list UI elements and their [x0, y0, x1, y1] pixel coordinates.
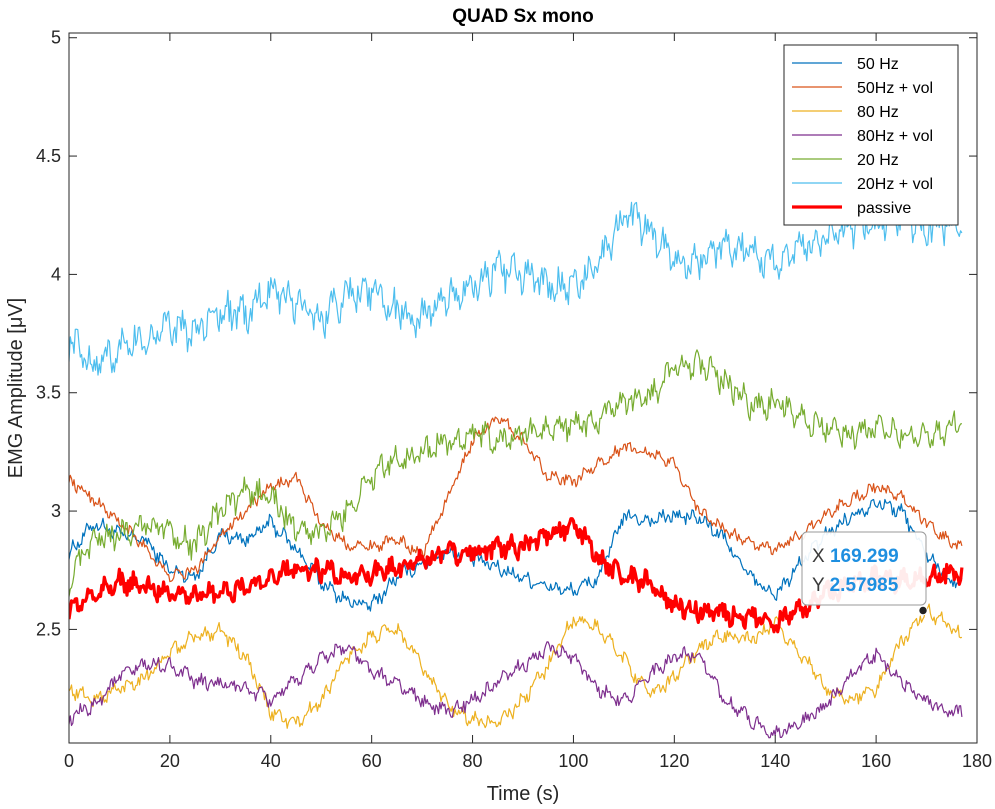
y-axis-label: EMG Amplitude [μV] [5, 298, 27, 478]
legend-entry: 20Hz + vol [857, 176, 933, 193]
datatip-row: Y 2.57985 [812, 575, 899, 596]
x-tick-label: 140 [760, 751, 790, 771]
y-tick-label: 3 [51, 501, 61, 521]
x-tick-label: 120 [659, 751, 689, 771]
legend-entry: 80 Hz [857, 104, 899, 121]
legend-entry: 50 Hz [857, 56, 899, 73]
y-tick-label: 3.5 [36, 383, 61, 403]
plot-frame [68, 32, 978, 744]
x-tick-label: 20 [160, 751, 180, 771]
x-tick-label: 160 [861, 751, 891, 771]
legend-entry: 20 Hz [857, 152, 899, 169]
y-tick-label: 4.5 [36, 146, 61, 166]
y-tick-label: 5 [51, 28, 61, 48]
x-tick-label: 60 [362, 751, 382, 771]
x-tick-label: 80 [463, 751, 483, 771]
legend-entry: 80Hz + vol [857, 128, 933, 145]
y-tick-label: 4 [51, 264, 61, 284]
ticks-layer: 0 20 40 60 80 100 120 140 160 180 2.5 3 3.5 4 4.5 5 [36, 28, 992, 771]
legend-entry: 50Hz + vol [857, 80, 933, 97]
chart-title: QUAD Sx mono [452, 6, 593, 27]
x-tick-label: 100 [558, 751, 588, 771]
legend-entry: passive [857, 200, 911, 217]
series-line [69, 603, 963, 729]
x-tick-label: 180 [962, 751, 992, 771]
datatip-row: X 169.299 [812, 546, 899, 567]
series-line [69, 416, 963, 583]
datatip-box [801, 531, 927, 606]
series-line [69, 349, 963, 597]
datatip-marker[interactable] [918, 605, 928, 616]
legend[interactable]: 50 Hz 50Hz + vol 80 Hz 80Hz + vol 20 Hz 20Hz … [783, 44, 959, 226]
series-line [69, 641, 963, 739]
x-tick-label: 0 [64, 751, 74, 771]
x-axis-label: Time (s) [487, 783, 560, 805]
y-tick-label: 2.5 [36, 619, 61, 639]
series-line [69, 196, 963, 376]
x-tick-label: 40 [261, 751, 281, 771]
datatip[interactable]: X 169.299 Y 2.57985 [801, 531, 928, 616]
